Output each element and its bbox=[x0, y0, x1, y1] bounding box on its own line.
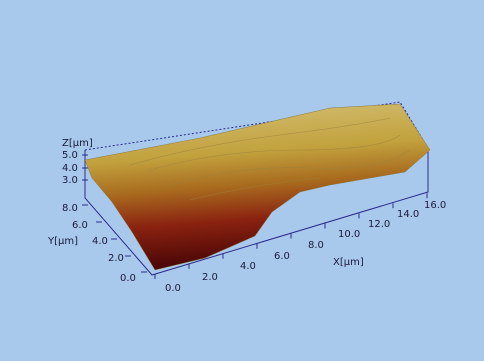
x-tick-label: 6.0 bbox=[274, 251, 290, 262]
x-tick-label: 12.0 bbox=[368, 219, 390, 230]
x-tick-label: 10.0 bbox=[338, 229, 360, 240]
x-tick-label: 4.0 bbox=[240, 261, 256, 272]
z-tick-label: 3.0 bbox=[62, 175, 78, 186]
y-tick-label: 8.0 bbox=[62, 203, 78, 214]
x-tick-label: 0.0 bbox=[165, 283, 181, 294]
box-lines bbox=[84, 101, 429, 276]
z-tick-label: 5.0 bbox=[62, 150, 78, 161]
y-tick-label: 2.0 bbox=[108, 253, 124, 264]
z-axis-label: Z[µm] bbox=[62, 138, 93, 149]
x-tick-label: 2.0 bbox=[202, 272, 218, 283]
y-tick-label: 6.0 bbox=[72, 220, 88, 231]
axis-labels: Z[µm]5.04.03.0Y[µm]8.06.04.02.00.0X[µm]0… bbox=[47, 138, 446, 294]
surface bbox=[84, 103, 431, 271]
y-tick-label: 4.0 bbox=[92, 236, 108, 247]
x-axis-label: X[µm] bbox=[333, 257, 364, 268]
z-tick-label: 4.0 bbox=[62, 163, 78, 174]
y-tick-label: 0.0 bbox=[120, 273, 136, 284]
x-tick-label: 8.0 bbox=[308, 240, 324, 251]
y-axis-label: Y[µm] bbox=[47, 236, 78, 247]
x-tick-label: 16.0 bbox=[424, 200, 446, 211]
x-tick-label: 14.0 bbox=[397, 209, 419, 220]
surface-texture bbox=[129, 117, 411, 201]
